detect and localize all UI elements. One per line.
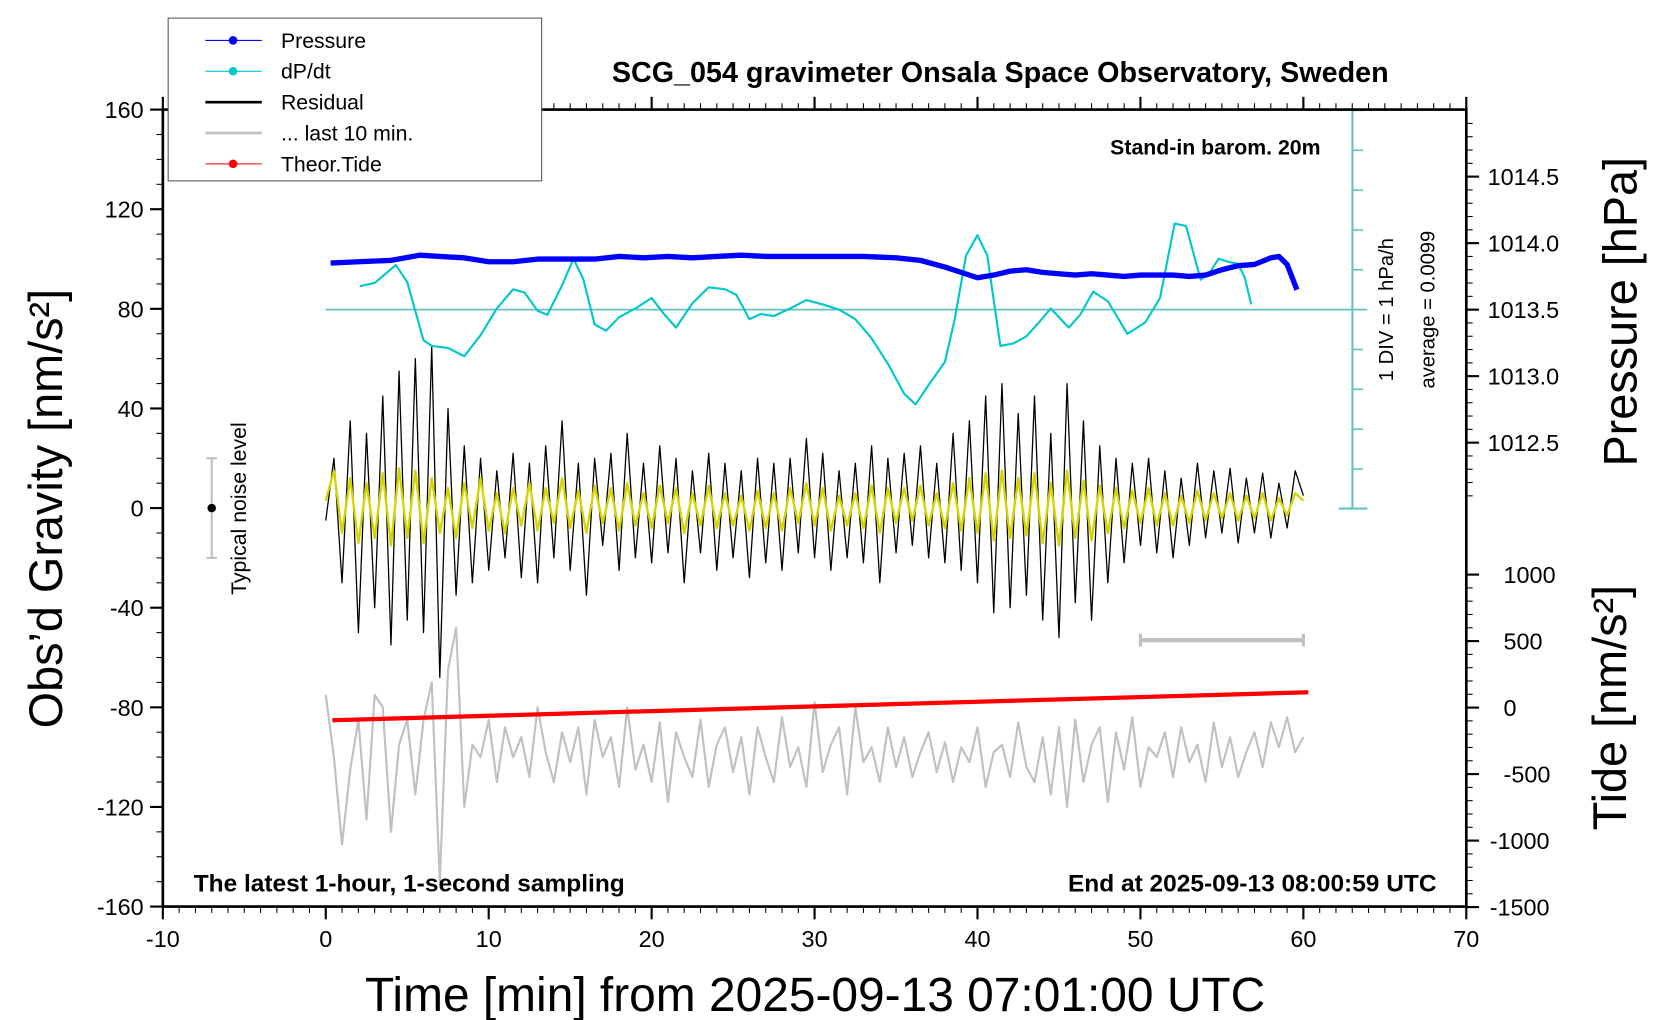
tide-axis-title: Tide [nm/s²]	[1584, 585, 1636, 830]
legend-marker	[228, 159, 238, 169]
tide-tick-label: -500	[1504, 762, 1551, 788]
x-tick-label: 50	[1127, 926, 1153, 952]
y-tick-label: -80	[110, 695, 144, 721]
tide-tick-label: 0	[1504, 695, 1517, 721]
noise-center-point	[207, 503, 216, 513]
legend-label: dP/dt	[281, 60, 331, 84]
pressure-tick-label: 1014.0	[1488, 231, 1560, 257]
residual-filtered-line	[324, 467, 1305, 547]
tide-tick-label: 500	[1504, 629, 1543, 655]
legend-marker	[228, 67, 238, 76]
labels-layer: -10 0 10 20 30 40 50 60 70 160 120 80 40 0 -40 -80 -120 -…	[97, 97, 1559, 952]
x-tick-label: 30	[802, 926, 828, 952]
y-tick-label: 120	[105, 197, 144, 223]
last-10-min-line	[324, 626, 1305, 883]
legend-item: Theor.Tide	[205, 152, 382, 176]
tide-tick-label: 1000	[1504, 562, 1556, 588]
pressure-tick-label: 1014.5	[1488, 164, 1560, 190]
x-tick-label: 0	[319, 926, 332, 952]
noise-level-label: Typical noise level	[227, 422, 251, 595]
legend-label: Pressure	[281, 29, 366, 53]
x-tick-label: -10	[146, 926, 180, 952]
legend-box	[167, 17, 543, 182]
sampling-note: The latest 1-hour, 1-second sampling	[194, 871, 625, 898]
legend-item: Residual	[205, 91, 364, 115]
dpdt-average-note: average = 0.0099	[1417, 231, 1439, 389]
dpdt-scale-note: 1 DIV = 1 hPa/h	[1376, 238, 1398, 381]
y-tick-label: 80	[118, 296, 144, 322]
pressure-tick-label: 1013.0	[1488, 364, 1560, 390]
pressure-tick-label: 1012.5	[1488, 430, 1560, 456]
legend: Pressure dP/dt Residual ... last 10 min. The…	[167, 17, 543, 182]
y-tick-label: 160	[105, 97, 144, 123]
end-time-note: End at 2025-09-13 08:00:59 UTC	[1068, 871, 1437, 898]
legend-marker	[228, 36, 238, 45]
legend-item: Pressure	[205, 29, 366, 53]
x-axis-title: Time [min] from 2025-09-13 07:01:00 UTC	[365, 969, 1265, 1020]
chart-title: SCG_054 gravimeter Onsala Space Observat…	[612, 57, 1389, 89]
y-tick-label: -160	[97, 894, 144, 920]
theor-tide-line	[332, 690, 1309, 723]
plot-frame	[161, 108, 1468, 908]
tide-tick-label: -1000	[1490, 828, 1550, 854]
axis-ticks	[150, 96, 1480, 920]
x-tick-label: 40	[964, 926, 990, 952]
dpdt-line	[359, 222, 1253, 406]
y-tick-label: 40	[118, 396, 144, 422]
y-tick-label: 0	[131, 496, 144, 522]
pressure-axis-title: Pressure [hPa]	[1595, 157, 1647, 467]
legend-item: ... last 10 min.	[205, 121, 413, 145]
y-axis-title: Obs’d Gravity [nm/s²]	[20, 289, 72, 728]
series-layer	[206, 222, 1309, 883]
y-tick-label: -120	[97, 794, 144, 820]
legend-label: Theor.Tide	[281, 152, 382, 176]
residual-line	[325, 345, 1305, 679]
x-tick-label: 20	[639, 926, 665, 952]
x-tick-label: 60	[1290, 926, 1316, 952]
legend-label: Residual	[281, 91, 364, 115]
pressure-line	[330, 252, 1300, 291]
pressure-tick-label: 1013.5	[1488, 297, 1560, 323]
y-tick-label: -40	[110, 595, 144, 621]
x-tick-label: 70	[1453, 926, 1479, 952]
legend-item: dP/dt	[205, 60, 331, 84]
x-tick-label: 10	[476, 926, 502, 952]
tide-tick-label: -1500	[1490, 895, 1550, 921]
legend-label: ... last 10 min.	[281, 121, 413, 145]
barometer-note: Stand-in barom. 20m	[1110, 135, 1320, 159]
